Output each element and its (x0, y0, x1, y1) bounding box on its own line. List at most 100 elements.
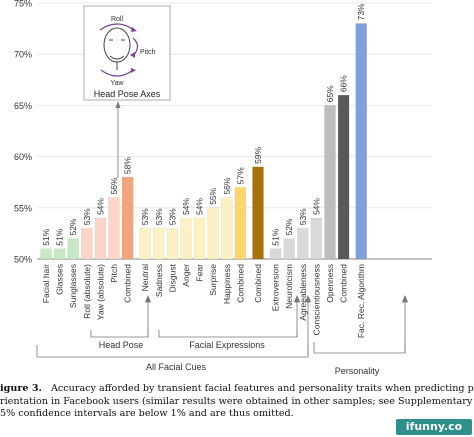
y-tick-label: 60% (14, 152, 32, 162)
y-tick-label: 70% (14, 50, 32, 60)
caption-line-3: 5% confidence intervals are below 1% and… (0, 408, 294, 419)
x-tick-label: Disgust (167, 263, 177, 292)
x-tick-label: Facial hair (41, 264, 51, 303)
x-tick-label: Openness (325, 264, 335, 303)
bar (297, 228, 309, 260)
bar (283, 238, 295, 260)
x-tick-label: Combined (123, 264, 133, 303)
x-tick-label: Conscientiousness (311, 264, 321, 335)
y-tick-label: 65% (14, 101, 32, 111)
x-tick-label: Fac. Rec. Algorithm (356, 264, 366, 338)
x-tick-label: Sadness (154, 264, 164, 297)
x-tick-label: Roll (absolute) (82, 264, 92, 319)
bar-value-label: 56% (222, 177, 232, 194)
bar-value-label: 53% (140, 208, 150, 225)
x-tick-labels: Facial hair Glasses Sunglasses Roll (absolu… (41, 263, 366, 338)
ifunny-watermark: ifunny.co (396, 419, 472, 435)
yaw-arc-icon (100, 69, 134, 77)
caption-line-2: rientation in Facebook users (similar re… (0, 395, 474, 407)
head-pose-axes-inset: Roll Pitch Yaw Head Pose Axes (83, 5, 171, 178)
bar (234, 187, 247, 260)
roll-arc-icon (99, 23, 135, 31)
bar (207, 207, 219, 260)
bar-value-label: 53% (167, 208, 177, 225)
bar (310, 217, 323, 260)
x-tick-label: Neutral (140, 264, 150, 292)
bar (337, 94, 350, 260)
bar-value-label: 54% (311, 198, 321, 215)
value-labels: 51% 51%52%53%54%56%58%53% 53% 53%54% 54%55%5… (41, 3, 366, 246)
x-tick-label: Combined (253, 264, 263, 303)
bar-value-label: 51% (55, 228, 65, 245)
group-label-personality: Personality (335, 366, 380, 376)
x-tick-label: Anger (181, 264, 191, 287)
bar-value-label: 52% (284, 218, 294, 235)
x-tick-label: Glasses (55, 264, 65, 295)
bar-value-label: 54% (195, 198, 205, 215)
bars (40, 23, 367, 260)
bar-chart: 50%55%60%65%70%75% 51% 51%52%53%54%56%58%… (14, 0, 432, 376)
x-tick-label: Extroversion (271, 264, 281, 312)
head-pose-bracket (90, 330, 149, 338)
x-tick-label: Pitch (109, 264, 119, 283)
figure-number: igure 3. (0, 383, 42, 394)
bar-value-label: 59% (253, 146, 263, 163)
group-arrows (144, 294, 409, 357)
all-facial-cues-bracket (36, 345, 309, 358)
x-tick-label: Yaw (absolute) (95, 264, 105, 320)
bar (166, 228, 179, 260)
bar-value-label: 53% (82, 208, 92, 225)
bar (324, 105, 336, 260)
y-tick-label: 75% (14, 0, 32, 9)
y-tick-label: 55% (14, 203, 32, 213)
bar-value-label: 58% (123, 157, 133, 174)
group-label-facial-expressions: Facial Expressions (189, 340, 265, 350)
y-axis-ticks: 50% 55% 60% 65% 70% 75% (14, 0, 32, 265)
x-tick-label: Surprise (208, 264, 218, 296)
x-tick-label: Agreeableness (298, 264, 308, 321)
bar (67, 238, 79, 260)
bar (221, 197, 233, 260)
inset-title: Head Pose Axes (94, 89, 161, 99)
x-tick-label: Combined (339, 264, 349, 303)
bar-value-label: 73% (356, 3, 366, 20)
x-tick-label: Fear (195, 264, 205, 282)
group-label-all-facial-cues: All Facial Cues (146, 362, 207, 372)
group-label-head-pose: Head Pose (99, 340, 144, 350)
bar (81, 228, 93, 260)
caption-line-1: Accuracy afforded by transient facial fe… (51, 383, 474, 394)
bar-value-label: 53% (298, 208, 308, 225)
bar (108, 197, 120, 260)
bar (40, 248, 52, 260)
y-tick-label: 50% (14, 255, 32, 265)
x-tick-label: Combined (235, 264, 245, 303)
personality-bracket (313, 342, 406, 354)
bar-value-label: 65% (325, 85, 335, 102)
bar (139, 228, 151, 260)
x-tick-label: Happiness (222, 264, 232, 304)
inset-yaw-label: Yaw (110, 80, 124, 87)
bar-value-label: 55% (208, 187, 218, 204)
bar (252, 166, 264, 260)
bar (121, 176, 134, 260)
bar-value-label: 56% (109, 177, 119, 194)
figure-caption: igure 3. Accuracy afforded by transient … (0, 383, 474, 421)
bar-value-label: 57% (235, 167, 245, 184)
inset-pitch-label: Pitch (140, 49, 156, 56)
bar (94, 217, 107, 260)
bar-value-label: 54% (181, 198, 191, 215)
bar (269, 248, 282, 260)
bar-value-label: 54% (95, 198, 105, 215)
inset-roll-label: Roll (111, 16, 124, 23)
bar (180, 217, 192, 260)
bar (193, 217, 206, 260)
bar (355, 23, 367, 260)
bar-value-label: 53% (154, 208, 164, 225)
x-tick-label: Neuroticism (284, 264, 294, 309)
inset-pointer-arrow (115, 101, 121, 108)
bar (53, 248, 66, 260)
inset-frame (83, 5, 171, 101)
bar-value-label: 51% (41, 228, 51, 245)
bar-value-label: 66% (339, 75, 349, 92)
facial-expressions-bracket (158, 330, 298, 338)
